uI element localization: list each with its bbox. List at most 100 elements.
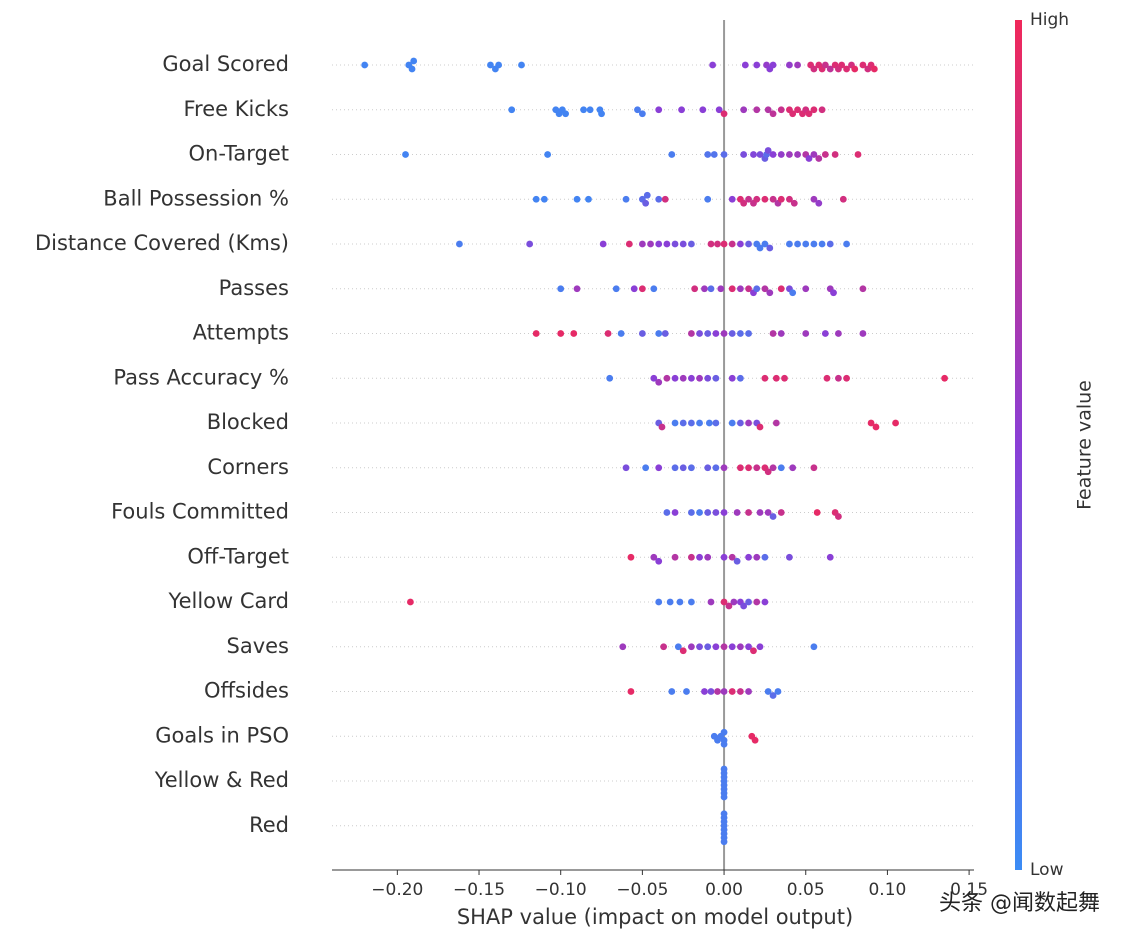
row-label: Distance Covered (Kms) bbox=[35, 231, 289, 255]
shap-point bbox=[736, 240, 744, 248]
shap-point bbox=[859, 61, 867, 69]
shap-point bbox=[810, 643, 818, 651]
shap-point bbox=[777, 285, 785, 293]
shap-point bbox=[710, 151, 718, 158]
shap-point bbox=[786, 61, 793, 69]
shap-point bbox=[745, 285, 752, 293]
shap-point bbox=[674, 643, 682, 651]
shap-point bbox=[699, 106, 707, 114]
shap-point bbox=[761, 285, 769, 293]
shap-point bbox=[687, 509, 695, 516]
shap-point bbox=[701, 285, 708, 293]
shap-point bbox=[728, 195, 736, 203]
shap-point bbox=[712, 509, 720, 516]
shap-point bbox=[826, 240, 834, 248]
shap-point bbox=[687, 598, 695, 606]
shap-point bbox=[810, 106, 818, 114]
shap-point bbox=[627, 553, 635, 561]
shap-point bbox=[835, 513, 842, 520]
shap-point bbox=[696, 643, 703, 651]
shap-point bbox=[777, 509, 785, 516]
colorbar-low: Low bbox=[1030, 860, 1064, 880]
shap-point bbox=[753, 464, 761, 472]
shap-point bbox=[761, 195, 769, 203]
shap-point bbox=[720, 330, 728, 337]
shap-point bbox=[671, 374, 679, 382]
x-tick-label: −0.10 bbox=[535, 880, 587, 900]
shap-point bbox=[769, 330, 777, 337]
shap-point bbox=[756, 509, 764, 516]
shap-point bbox=[826, 553, 834, 561]
shap-point bbox=[805, 155, 813, 162]
row-label: Attempts bbox=[193, 321, 289, 345]
shap-point bbox=[736, 285, 744, 293]
shap-point bbox=[660, 643, 668, 651]
shap-point bbox=[745, 553, 752, 561]
shap-point bbox=[794, 240, 801, 248]
shap-point bbox=[599, 240, 607, 248]
shap-point bbox=[638, 110, 646, 118]
shap-point bbox=[733, 557, 741, 565]
shap-point bbox=[835, 374, 842, 382]
shap-point bbox=[769, 464, 777, 472]
shap-point bbox=[557, 285, 565, 293]
shap-point bbox=[704, 643, 712, 651]
shap-point bbox=[813, 509, 821, 516]
shap-point bbox=[612, 285, 620, 293]
x-tick-label: 0.15 bbox=[950, 880, 988, 900]
row-label: Ball Possession % bbox=[103, 186, 289, 210]
shap-point bbox=[704, 509, 712, 516]
shap-point bbox=[740, 602, 748, 610]
shap-point bbox=[815, 199, 823, 207]
shap-point bbox=[679, 464, 687, 472]
shap-point bbox=[826, 65, 834, 73]
shap-point bbox=[704, 374, 712, 382]
shap-point bbox=[668, 151, 676, 158]
shap-point bbox=[671, 464, 679, 472]
shap-point bbox=[407, 598, 414, 606]
shap-point bbox=[745, 419, 752, 427]
shap-point bbox=[630, 285, 638, 293]
shap-point bbox=[872, 423, 880, 431]
shap-point bbox=[777, 106, 785, 114]
shap-point bbox=[712, 643, 720, 651]
shap-point bbox=[851, 65, 859, 73]
shap-point bbox=[704, 195, 712, 203]
shap-point bbox=[756, 244, 764, 252]
shap-point bbox=[691, 285, 699, 293]
shap-point bbox=[604, 330, 612, 337]
row-label: Pass Accuracy % bbox=[113, 365, 289, 389]
shap-point bbox=[410, 57, 418, 65]
shap-point bbox=[745, 195, 752, 203]
shap-point bbox=[709, 61, 717, 69]
shap-point bbox=[736, 688, 744, 695]
shap-point bbox=[736, 330, 744, 337]
shap-point bbox=[687, 464, 695, 472]
shap-point bbox=[839, 195, 847, 203]
shap-point bbox=[786, 195, 793, 203]
shap-point bbox=[687, 240, 695, 248]
shap-point bbox=[712, 419, 720, 427]
shap-point bbox=[790, 199, 798, 207]
shap-point bbox=[619, 643, 627, 651]
shap-point bbox=[720, 509, 728, 516]
shap-point bbox=[557, 330, 565, 337]
shap-point bbox=[740, 151, 748, 158]
shap-point bbox=[810, 195, 818, 203]
shap-point bbox=[720, 240, 728, 248]
shap-point bbox=[683, 688, 690, 695]
shap-point bbox=[823, 374, 831, 382]
shap-point bbox=[764, 509, 772, 516]
shap-point bbox=[679, 419, 687, 427]
shap-point bbox=[750, 647, 757, 655]
shap-point bbox=[818, 106, 826, 114]
shap-point bbox=[728, 240, 736, 248]
shap-point bbox=[573, 195, 581, 203]
shap-point bbox=[753, 106, 761, 114]
row-label: Yellow & Red bbox=[154, 768, 289, 792]
x-tick-label: 0.00 bbox=[705, 880, 743, 900]
shap-point bbox=[679, 647, 687, 655]
row-label: Offsides bbox=[204, 679, 289, 703]
shap-point bbox=[720, 810, 728, 818]
shap-point bbox=[761, 598, 769, 606]
